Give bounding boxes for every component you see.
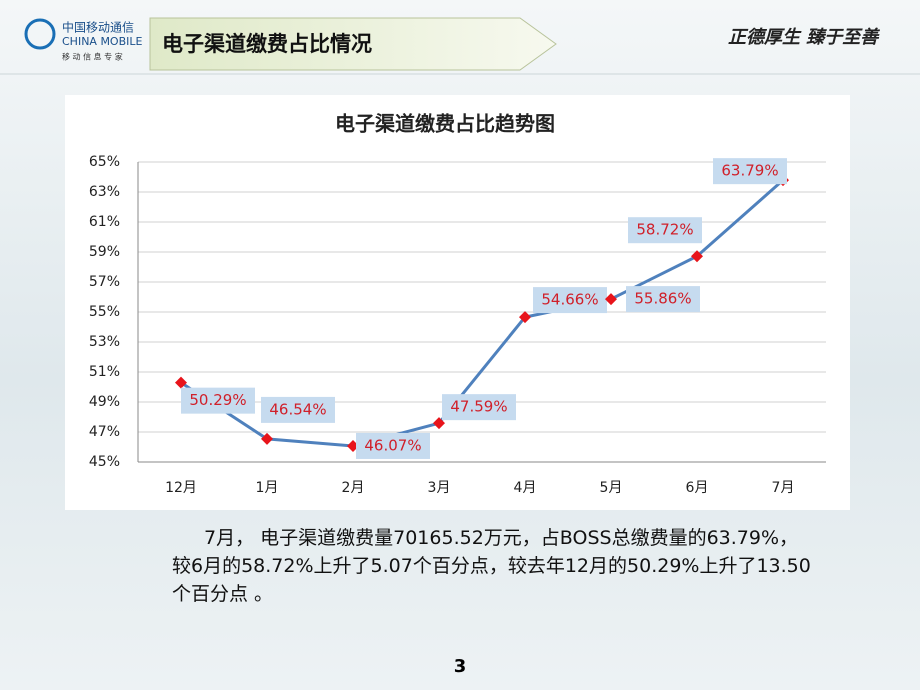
logo-slogan: 移 动 信 息 专 家 bbox=[62, 52, 123, 62]
value-label: 47.59% bbox=[450, 398, 507, 416]
value-label-box bbox=[356, 432, 430, 459]
x-tick-label: 6月 bbox=[686, 480, 709, 496]
value-label: 63.79% bbox=[721, 162, 778, 180]
value-label: 46.07% bbox=[364, 436, 421, 454]
x-tick-label: 7月 bbox=[772, 480, 795, 496]
body-text: 7月， 电子渠道缴费量70165.52万元，占BOSS总缴费量的63.79%，较… bbox=[172, 527, 811, 605]
value-label-box bbox=[442, 394, 516, 421]
y-tick-label: 51% bbox=[89, 364, 120, 380]
x-tick-label: 3月 bbox=[428, 480, 451, 496]
value-label-box bbox=[713, 158, 787, 185]
logo-cn: 中国移动通信 bbox=[62, 20, 134, 35]
x-tick-label: 5月 bbox=[600, 480, 623, 496]
logo-mark bbox=[24, 18, 56, 50]
y-tick-label: 63% bbox=[89, 184, 120, 200]
x-tick-label: 2月 bbox=[342, 480, 365, 496]
x-tick-label: 4月 bbox=[514, 480, 537, 496]
value-label-box bbox=[261, 396, 335, 423]
marker bbox=[605, 293, 617, 306]
value-label: 46.54% bbox=[269, 400, 326, 418]
value-label: 50.29% bbox=[189, 391, 246, 409]
chart-title: 电子渠道缴费占比趋势图 bbox=[335, 112, 555, 136]
page-number: 3 bbox=[453, 656, 467, 677]
value-label: 54.66% bbox=[541, 291, 598, 309]
y-tick-label: 45% bbox=[89, 454, 120, 470]
slide-title: 电子渠道缴费占比情况 bbox=[162, 32, 372, 56]
series-line bbox=[180, 179, 784, 448]
value-label-box bbox=[626, 286, 700, 313]
y-tick-label: 49% bbox=[89, 394, 120, 410]
y-tick-label: 53% bbox=[89, 334, 120, 350]
marker bbox=[519, 311, 531, 324]
x-tick-label: 12月 bbox=[165, 480, 197, 496]
motto: 正德厚生 臻于至善 bbox=[728, 27, 880, 48]
value-label-box bbox=[628, 217, 702, 244]
value-label-box bbox=[181, 387, 255, 414]
logo-en: CHINA MOBILE bbox=[62, 35, 143, 48]
x-tick-label: 1月 bbox=[256, 480, 279, 496]
plot: 45% 47% 49% 51% 53% 55% 57% 59% 61% 63% 65% 12月 1月 2月… bbox=[89, 154, 826, 496]
y-tick-label: 57% bbox=[89, 274, 120, 290]
title-banner bbox=[149, 17, 557, 71]
marker bbox=[175, 376, 187, 389]
y-tick-label: 47% bbox=[89, 424, 120, 440]
marker bbox=[261, 432, 273, 445]
y-tick-label: 55% bbox=[89, 304, 120, 320]
value-label: 55.86% bbox=[634, 290, 691, 308]
value-label-box bbox=[533, 287, 607, 314]
y-tick-label: 65% bbox=[89, 154, 120, 170]
chart-area bbox=[65, 95, 850, 510]
y-tick-label: 59% bbox=[89, 244, 120, 260]
marker bbox=[691, 250, 703, 263]
value-label: 58.72% bbox=[636, 221, 693, 239]
y-tick-label: 61% bbox=[89, 214, 120, 230]
